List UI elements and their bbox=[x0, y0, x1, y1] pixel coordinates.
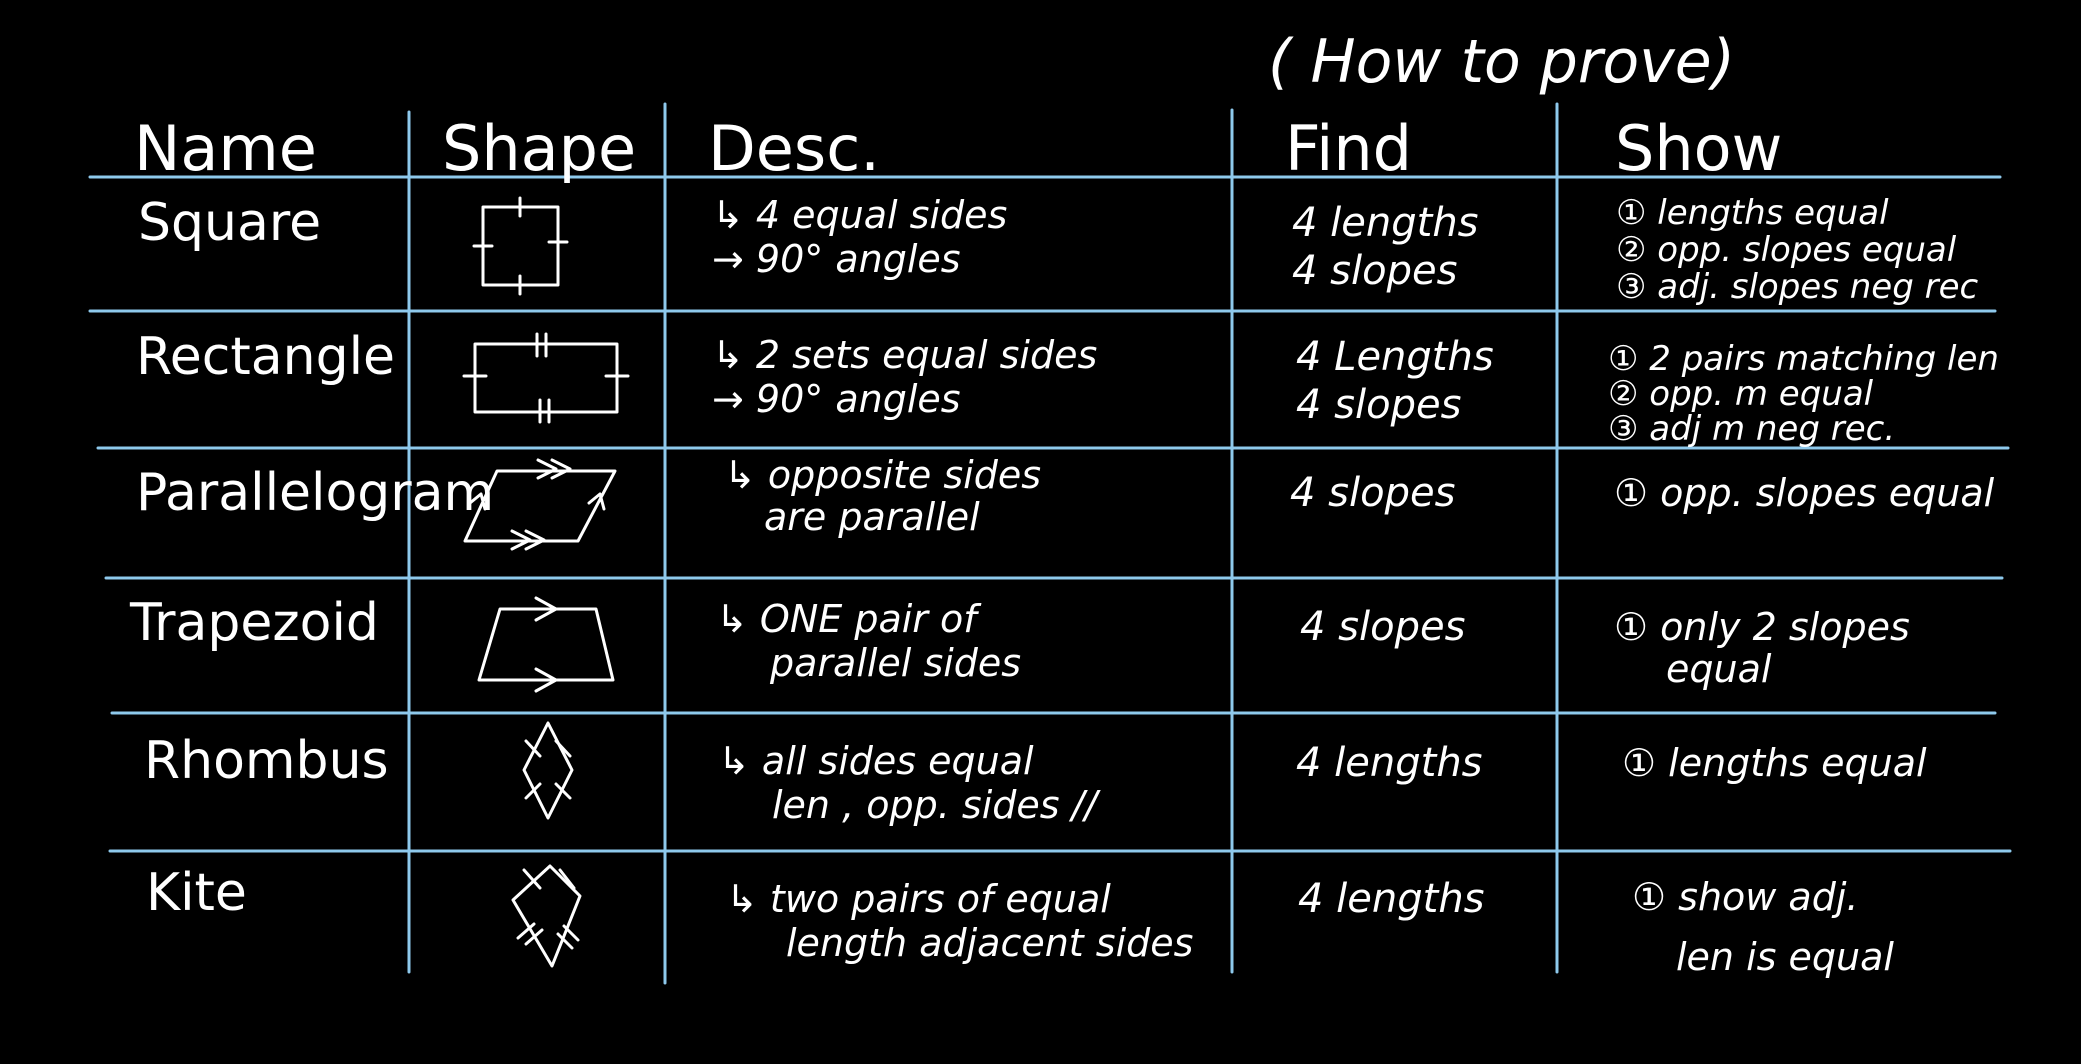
rectangle-icon bbox=[462, 332, 630, 424]
row-show-line: ② opp. slopes equal bbox=[1616, 230, 1957, 270]
row-name: Kite bbox=[146, 863, 247, 923]
row-desc-line: length adjacent sides bbox=[786, 921, 1193, 965]
table-row: Square ↳ 4 equal sides → 90° angles 4 le… bbox=[138, 193, 1979, 307]
rhombus-icon bbox=[522, 721, 574, 820]
row-desc-line: are parallel bbox=[764, 495, 980, 539]
square-icon bbox=[472, 196, 569, 296]
table-row: Rhombus ↳ all sides equal len , opp. sid… bbox=[144, 721, 1927, 827]
row-show-line: ① 2 pairs matching len bbox=[1608, 339, 1999, 379]
row-desc-line: → 90° angles bbox=[712, 237, 961, 281]
header-row: Name Shape Desc. Find Show bbox=[134, 112, 1782, 185]
how-to-prove-caption: ( How to prove) bbox=[1268, 27, 1735, 97]
row-find-line: 4 slopes bbox=[1296, 382, 1461, 428]
row-name: Rhombus bbox=[144, 731, 389, 791]
row-find-line: 4 Lengths bbox=[1296, 334, 1494, 380]
header-find: Find bbox=[1285, 112, 1412, 185]
table-row: Trapezoid ↳ ONE pair of parallel sides 4… bbox=[129, 593, 1910, 693]
header-shape: Shape bbox=[442, 112, 636, 185]
row-desc-line: ↳ two pairs of equal bbox=[726, 877, 1111, 921]
table-grid bbox=[88, 102, 2012, 985]
row-desc-line: parallel sides bbox=[769, 641, 1021, 685]
row-find-line: 4 slopes bbox=[1292, 248, 1457, 294]
table-row: Rectangle ↳ 2 sets equal sides → 90° ang… bbox=[136, 327, 1999, 449]
row-show-line: ③ adj. slopes neg rec bbox=[1616, 267, 1979, 307]
row-show-line: ② opp. m equal bbox=[1608, 374, 1874, 414]
row-show-line: ① show adj. bbox=[1632, 875, 1858, 919]
row-show-line: ① only 2 slopes bbox=[1614, 605, 1910, 649]
row-desc-line: ↳ all sides equal bbox=[718, 739, 1034, 783]
row-name: Rectangle bbox=[136, 327, 395, 387]
table-row: Parallelogram ↳ opposite sides are paral… bbox=[136, 453, 1995, 551]
row-name: Trapezoid bbox=[129, 593, 379, 653]
row-show-line: len is equal bbox=[1676, 935, 1894, 979]
table-row: Kite ↳ two pairs of equal length adjacen… bbox=[146, 863, 1894, 979]
kite-icon bbox=[511, 864, 582, 968]
row-desc-line: → 90° angles bbox=[712, 377, 961, 421]
row-name: Square bbox=[138, 193, 321, 253]
row-name: Parallelogram bbox=[136, 463, 494, 523]
row-find-line: 4 slopes bbox=[1290, 470, 1455, 516]
header-show: Show bbox=[1615, 112, 1782, 185]
row-show-line: ① lengths equal bbox=[1616, 193, 1889, 233]
row-find-line: 4 lengths bbox=[1292, 200, 1479, 246]
row-desc-line: ↳ opposite sides bbox=[724, 453, 1041, 497]
parallelogram-icon bbox=[463, 458, 617, 551]
row-show-line: ③ adj m neg rec. bbox=[1608, 409, 1895, 449]
header-name: Name bbox=[134, 112, 317, 185]
row-desc-line: ↳ 4 equal sides bbox=[712, 193, 1007, 237]
trapezoid-icon bbox=[477, 596, 615, 693]
row-show-line: equal bbox=[1666, 647, 1772, 691]
row-desc-line: ↳ 2 sets equal sides bbox=[712, 333, 1097, 377]
row-show-line: ① lengths equal bbox=[1622, 741, 1927, 785]
header-desc: Desc. bbox=[708, 112, 880, 185]
row-find-line: 4 slopes bbox=[1300, 604, 1465, 650]
row-show-line: ① opp. slopes equal bbox=[1614, 471, 1995, 515]
row-find-line: 4 lengths bbox=[1298, 876, 1485, 922]
row-desc-line: ↳ ONE pair of bbox=[716, 597, 982, 641]
row-find-line: 4 lengths bbox=[1296, 740, 1483, 786]
row-desc-line: len , opp. sides // bbox=[772, 783, 1101, 827]
